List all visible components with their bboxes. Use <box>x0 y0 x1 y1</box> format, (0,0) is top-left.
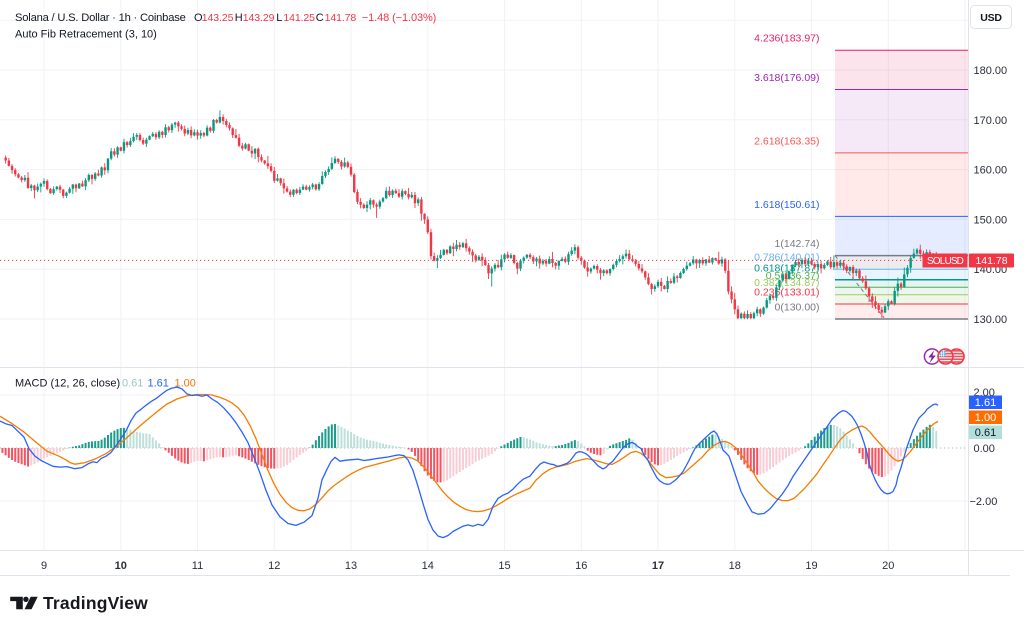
svg-text:10: 10 <box>115 560 127 572</box>
svg-text:USD: USD <box>980 12 1002 24</box>
svg-text:160.00: 160.00 <box>974 165 1008 177</box>
svg-text:Auto Fib Retracement (3, 10): Auto Fib Retracement (3, 10) <box>15 29 157 41</box>
svg-text:0.00: 0.00 <box>974 443 995 455</box>
svg-text:3.618(176.09): 3.618(176.09) <box>754 72 819 84</box>
svg-text:0(130.00): 0(130.00) <box>775 302 820 314</box>
svg-text:Solana / U.S. Dollar · 1h · Co: Solana / U.S. Dollar · 1h · Coinbase <box>15 12 186 24</box>
svg-text:MACD (12, 26, close)0.611.611.: MACD (12, 26, close) 0.61 1.61 1.00 <box>15 378 196 390</box>
svg-text:1.00: 1.00 <box>975 412 996 424</box>
svg-text:0.382(134.87): 0.382(134.87) <box>754 277 819 289</box>
svg-text:141.78: 141.78 <box>975 255 1007 267</box>
svg-text:TradingView: TradingView <box>43 593 148 613</box>
svg-text:4.236(183.97): 4.236(183.97) <box>754 33 819 45</box>
svg-text:9: 9 <box>41 560 47 572</box>
svg-text:17: 17 <box>652 560 664 572</box>
svg-text:1(142.74): 1(142.74) <box>775 238 820 250</box>
svg-text:0.236(133.01): 0.236(133.01) <box>754 287 819 299</box>
svg-text:19: 19 <box>805 560 817 572</box>
svg-text:0.618(137.87): 0.618(137.87) <box>754 262 819 274</box>
svg-text:1.61: 1.61 <box>975 397 996 409</box>
svg-text:150.00: 150.00 <box>974 214 1008 226</box>
svg-text:170.00: 170.00 <box>974 115 1008 127</box>
svg-text:11: 11 <box>192 560 203 572</box>
svg-text:18: 18 <box>729 560 741 572</box>
svg-text:130.00: 130.00 <box>974 314 1008 326</box>
svg-text:180.00: 180.00 <box>974 65 1008 77</box>
svg-text:15: 15 <box>498 560 510 572</box>
svg-text:12: 12 <box>268 560 280 572</box>
svg-text:SOLUSD: SOLUSD <box>927 256 964 267</box>
svg-text:20: 20 <box>882 560 894 572</box>
svg-text:1.618(150.61): 1.618(150.61) <box>754 199 819 211</box>
svg-text:−2.00: −2.00 <box>970 496 998 508</box>
svg-text:0.5(136.37): 0.5(136.37) <box>766 270 820 282</box>
svg-text:0.61: 0.61 <box>975 427 996 439</box>
svg-text:0.786(140.01): 0.786(140.01) <box>754 252 819 264</box>
svg-text:14: 14 <box>422 560 434 572</box>
svg-text:2.618(163.35): 2.618(163.35) <box>754 135 819 147</box>
svg-text:13: 13 <box>345 560 357 572</box>
svg-text:16: 16 <box>575 560 587 572</box>
